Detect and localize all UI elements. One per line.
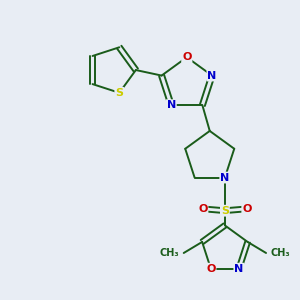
Text: CH₃: CH₃ <box>271 248 290 258</box>
Text: N: N <box>220 172 230 183</box>
Text: S: S <box>221 206 229 216</box>
Text: O: O <box>182 52 191 62</box>
Text: N: N <box>167 100 176 110</box>
Text: CH₃: CH₃ <box>160 248 179 258</box>
Text: N: N <box>207 70 217 81</box>
Text: N: N <box>234 264 244 274</box>
Text: O: O <box>206 264 215 274</box>
Text: O: O <box>198 204 208 214</box>
Text: O: O <box>242 204 252 214</box>
Text: S: S <box>115 88 123 98</box>
